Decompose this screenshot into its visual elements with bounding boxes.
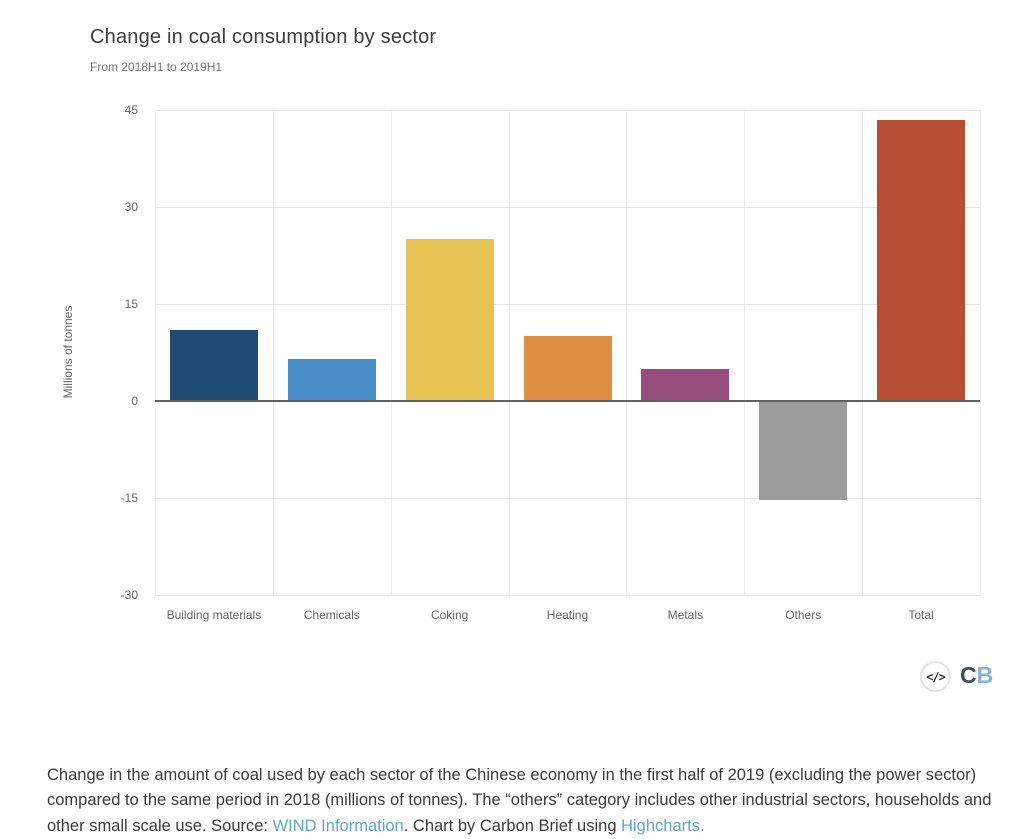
x-axis-label-heating: Heating [509, 608, 627, 622]
bar-coking[interactable] [406, 239, 494, 400]
bar-chemicals[interactable] [288, 359, 376, 400]
vertical-gridline [980, 110, 981, 595]
x-axis-label-others: Others [744, 608, 862, 622]
y-tick-label: -30 [86, 588, 138, 602]
vertical-gridline [509, 110, 510, 595]
bar-total[interactable] [877, 120, 965, 400]
embed-button[interactable]: </> [920, 661, 951, 692]
x-axis-label-metals: Metals [626, 608, 744, 622]
code-embed-icon: </> [926, 670, 945, 684]
bar-others[interactable] [759, 402, 847, 500]
caption-link-highcharts[interactable]: Highcharts. [621, 817, 704, 835]
vertical-gridline [273, 110, 274, 595]
zero-axis-line [155, 400, 980, 402]
y-tick-label: -15 [86, 491, 138, 505]
vertical-gridline [862, 110, 863, 595]
horizontal-gridline [155, 110, 980, 111]
cb-logo-c: C [960, 662, 977, 688]
y-tick-label: 45 [86, 103, 138, 117]
caption: Change in the amount of coal used by eac… [47, 763, 999, 839]
horizontal-gridline [155, 498, 980, 499]
vertical-gridline [744, 110, 745, 595]
x-axis-label-total: Total [862, 608, 980, 622]
bar-building-materials[interactable] [170, 330, 258, 400]
horizontal-gridline [155, 595, 980, 596]
carbon-brief-logo[interactable]: CB [960, 662, 993, 689]
y-tick-label: 15 [86, 297, 138, 311]
x-axis-label-coking: Coking [391, 608, 509, 622]
y-tick-label: 0 [86, 394, 138, 408]
bar-metals[interactable] [641, 369, 729, 400]
bar-heating[interactable] [524, 336, 612, 400]
vertical-gridline [155, 110, 156, 595]
caption-link-wind-information[interactable]: WIND Information [273, 817, 404, 835]
horizontal-gridline [155, 304, 980, 305]
horizontal-gridline [155, 207, 980, 208]
vertical-gridline [626, 110, 627, 595]
vertical-gridline [391, 110, 392, 595]
x-axis-label-building-materials: Building materials [155, 608, 273, 622]
cb-logo-b: B [977, 662, 994, 688]
x-axis-label-chemicals: Chemicals [273, 608, 391, 622]
caption-text-2: . Chart by Carbon Brief using [404, 817, 621, 835]
y-tick-label: 30 [86, 200, 138, 214]
